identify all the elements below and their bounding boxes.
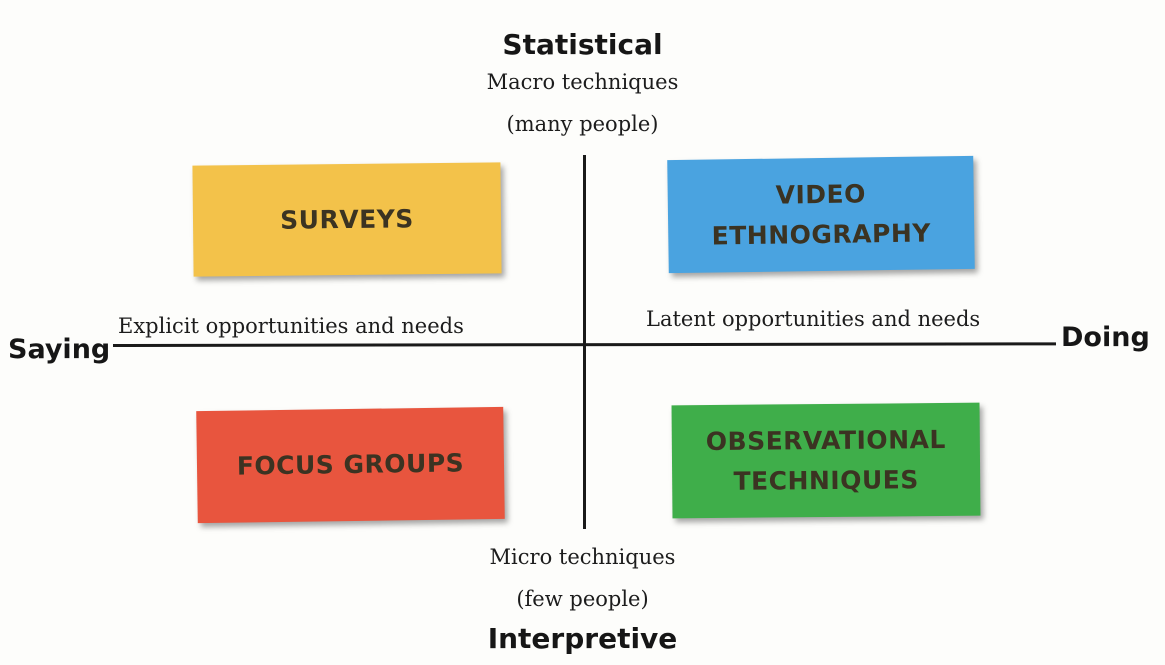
top-axis-title: Statistical xyxy=(502,28,663,61)
right-axis-title: Doing xyxy=(1061,322,1150,353)
bottom-axis-title: Interpretive xyxy=(487,622,678,655)
quadrant-card-surveys: SURVEYS xyxy=(192,162,502,277)
left-axis-title: Saying xyxy=(8,334,111,365)
quadrant-card-observational-techniques: OBSERVATIONAL TECHNIQUES xyxy=(671,402,981,519)
quadrant-card-focus-groups: FOCUS GROUPS xyxy=(196,406,505,524)
top-axis-subtitle-line1: Macro techniques xyxy=(486,70,679,94)
bottom-axis-subtitle-line1: Micro techniques xyxy=(489,545,676,569)
quadrant-card-video-ethnography: VIDEO ETHNOGRAPHY xyxy=(667,155,975,274)
left-axis-note: Explicit opportunities and needs xyxy=(118,314,464,338)
vertical-axis-line xyxy=(583,155,586,529)
right-axis-note: Latent opportunities and needs xyxy=(646,307,981,331)
bottom-axis-subtitle-line2: (few people) xyxy=(516,587,649,611)
top-axis-subtitle-line2: (many people) xyxy=(506,112,659,136)
